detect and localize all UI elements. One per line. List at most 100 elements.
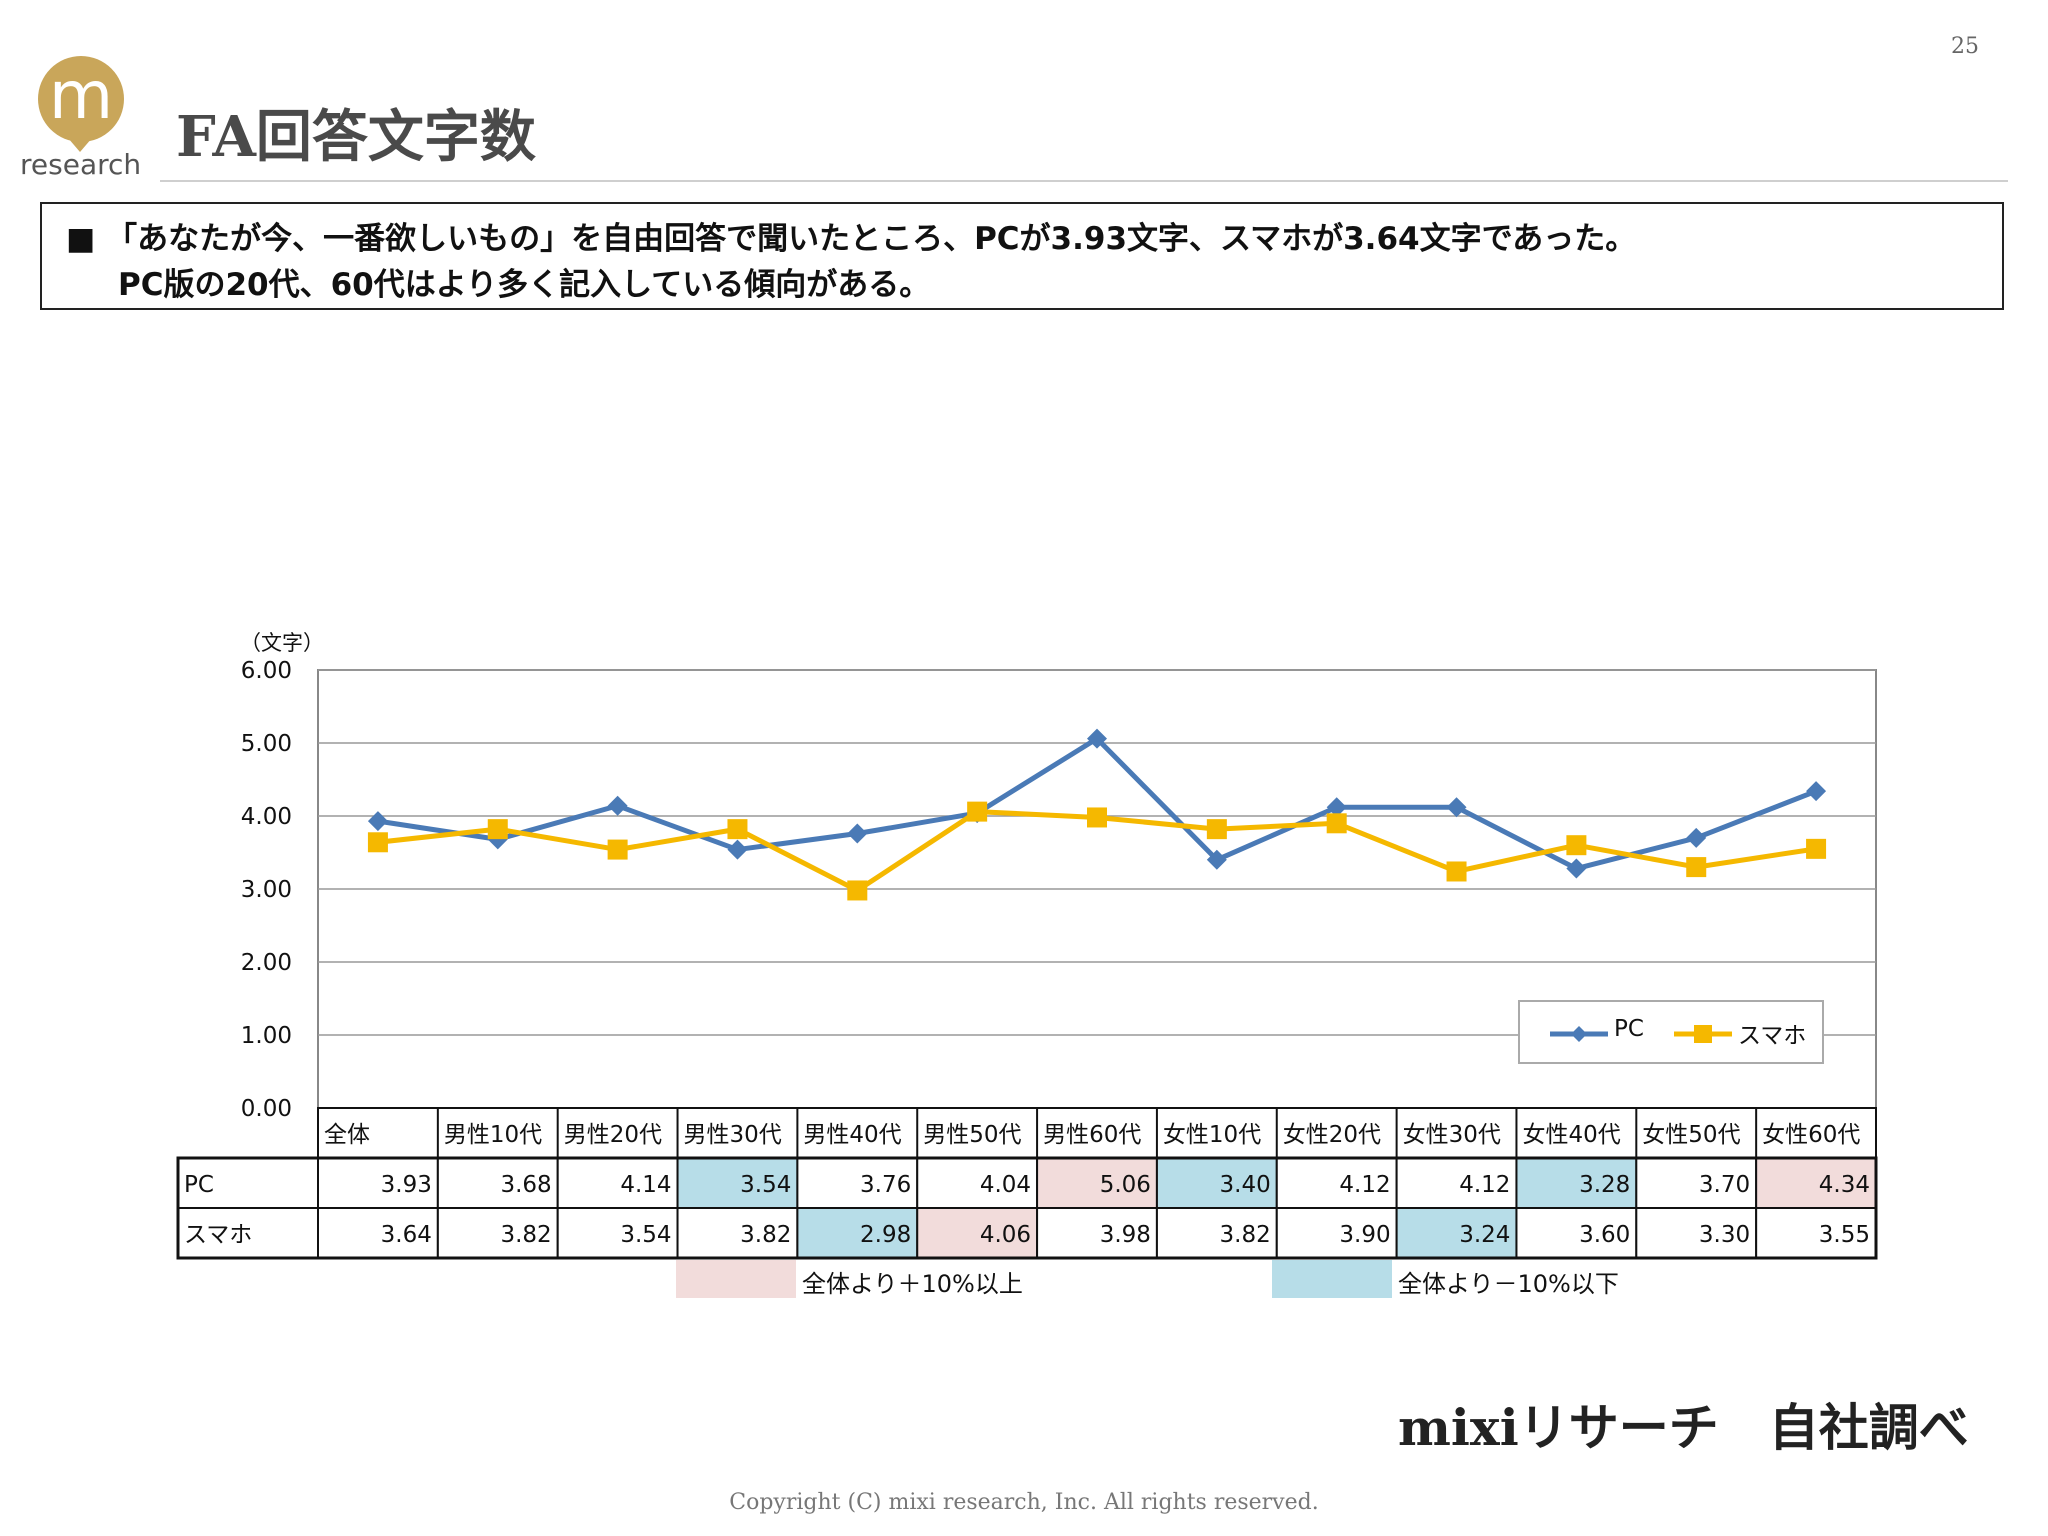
- table-value: 3.30: [1699, 1222, 1750, 1248]
- table-row-label-cell: [177, 1207, 319, 1259]
- table-header-cell: 女性40代: [1522, 1122, 1620, 1148]
- y-tick-label: 1.00: [241, 1023, 292, 1049]
- table-value: 5.06: [1100, 1172, 1151, 1198]
- table-value: 3.40: [1220, 1172, 1271, 1198]
- table-value: 3.64: [381, 1222, 432, 1248]
- table-cell: [1635, 1207, 1758, 1259]
- table-cell: [1275, 1207, 1398, 1259]
- table-header-row: [317, 1107, 1877, 1159]
- table-value: 3.60: [1579, 1222, 1630, 1248]
- data-point-smartphone: [607, 839, 628, 860]
- table-value: 3.28: [1579, 1172, 1630, 1198]
- data-point-pc: [1326, 797, 1347, 818]
- high-key-label: 全体より＋10%以上: [802, 1270, 1023, 1298]
- table-cell: [436, 1207, 559, 1259]
- data-point-pc: [847, 823, 868, 844]
- logo-text: research: [20, 148, 142, 181]
- data-point-smartphone: [1087, 807, 1107, 828]
- data-point-smartphone: [1806, 838, 1827, 859]
- data-point-pc: [1446, 797, 1467, 818]
- page-number: 25: [1951, 34, 1979, 59]
- y-tick-label: 2.00: [241, 950, 292, 976]
- summary-box: ■ 「あなたが今、一番欲しいもの」を自由回答で聞いたところ、PCが3.93文字、…: [40, 202, 2004, 310]
- table-header-cell: 女性20代: [1283, 1122, 1381, 1148]
- low-key-label: 全体より－10%以下: [1398, 1270, 1619, 1298]
- logo-mark: m: [38, 56, 124, 152]
- y-tick-label: 3.00: [241, 877, 292, 903]
- table-cell: [1515, 1207, 1638, 1259]
- legend-markers: [1550, 1025, 1732, 1043]
- y-axis-label: （文字）: [240, 631, 324, 655]
- table-row-label: スマホ: [184, 1222, 252, 1248]
- data-point-smartphone: [1686, 857, 1707, 878]
- table-header-cell: 全体: [324, 1122, 370, 1148]
- legend-label-smartphone: スマホ: [1738, 1023, 1807, 1049]
- table-header-cell: 男性60代: [1043, 1122, 1141, 1148]
- table-value: 3.98: [1100, 1222, 1151, 1248]
- table-row-label: PC: [184, 1172, 214, 1198]
- table-value: 3.82: [740, 1222, 791, 1248]
- title-divider: [160, 180, 2008, 182]
- data-point-pc: [1686, 827, 1707, 848]
- summary-line-1: 「あなたが今、一番欲しいもの」を自由回答で聞いたところ、PCが3.93文字、スマ…: [106, 221, 1637, 257]
- table-cell: [796, 1207, 919, 1259]
- data-point-smartphone: [1446, 861, 1467, 882]
- table-value: 4.12: [1459, 1172, 1510, 1198]
- table-header-cell: 男性10代: [444, 1122, 542, 1148]
- data-point-pc: [1087, 728, 1107, 749]
- data-point-pc: [607, 795, 628, 816]
- legend-label-pc: PC: [1614, 1016, 1644, 1042]
- table-cell: [1395, 1207, 1518, 1259]
- table-header-cell: 男性50代: [923, 1122, 1021, 1148]
- table-header-cell: 女性30代: [1403, 1122, 1501, 1148]
- logo: m research: [20, 56, 142, 186]
- table-header-cell: 男性30代: [684, 1122, 782, 1148]
- table-outline: [176, 1156, 1878, 1260]
- data-point-smartphone: [847, 880, 868, 901]
- slide-title: FA回答文字数: [176, 104, 536, 170]
- table-value: 4.34: [1819, 1172, 1870, 1198]
- table-cell: [1755, 1157, 1877, 1209]
- table-header-cell: 男性20代: [564, 1122, 662, 1148]
- y-tick-label: 6.00: [241, 658, 292, 684]
- data-point-pc: [367, 811, 388, 832]
- chart-legend: PC スマホ: [1518, 1000, 1824, 1064]
- high-key-swatch: [676, 1260, 796, 1298]
- summary-line-2: PC版の20代、60代はより多く記入している傾向がある。: [118, 267, 931, 303]
- y-tick-label: 4.00: [241, 804, 292, 830]
- y-tick-label: 5.00: [241, 731, 292, 757]
- table-cell: [1275, 1157, 1398, 1209]
- data-point-pc: [1806, 781, 1827, 802]
- table-cell: [916, 1157, 1039, 1209]
- data-point-smartphone: [1326, 813, 1347, 834]
- data-point-pc: [727, 839, 748, 860]
- copyright: Copyright (C) mixi research, Inc. All ri…: [729, 1490, 1319, 1515]
- table-cell: [1036, 1207, 1158, 1259]
- table-value: 2.98: [860, 1222, 911, 1248]
- table-header-cell: 女性10代: [1163, 1122, 1261, 1148]
- table-value: 3.82: [500, 1222, 551, 1248]
- table-value: 3.82: [1220, 1222, 1271, 1248]
- table-header-cell: 女性60代: [1762, 1122, 1860, 1148]
- table-value: 4.12: [1339, 1172, 1390, 1198]
- data-point-smartphone: [727, 819, 748, 840]
- table-value: 3.68: [500, 1172, 551, 1198]
- table-value: 3.76: [860, 1172, 911, 1198]
- table-header-cell: 男性40代: [803, 1122, 901, 1148]
- data-point-pc: [1206, 849, 1227, 870]
- table-value: 3.70: [1699, 1172, 1750, 1198]
- table-value: 4.06: [980, 1222, 1031, 1248]
- y-tick-label: 0.00: [241, 1096, 292, 1122]
- low-key-swatch: [1272, 1260, 1392, 1298]
- data-point-smartphone: [367, 832, 388, 853]
- summary-bullet: ■: [66, 221, 96, 257]
- data-point-smartphone: [487, 819, 508, 840]
- table-value: 3.54: [740, 1172, 791, 1198]
- table-header-cell: 女性50代: [1642, 1122, 1740, 1148]
- footer-source: mixiリサーチ 自社調べ: [1398, 1398, 1969, 1457]
- table-value: 3.93: [381, 1172, 432, 1198]
- table-value: 3.54: [620, 1222, 671, 1248]
- table-value: 4.04: [980, 1172, 1031, 1198]
- data-point-smartphone: [1206, 819, 1227, 840]
